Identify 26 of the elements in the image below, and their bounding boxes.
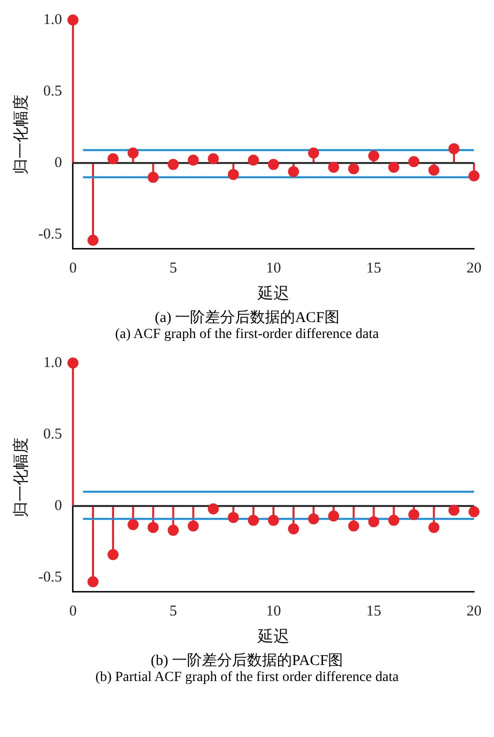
x-tick-label: 20 xyxy=(466,260,482,277)
y-tick-label: 1.0 xyxy=(43,12,62,28)
y-tick-label: 0.5 xyxy=(43,83,62,100)
y-tick-label: 0 xyxy=(54,498,62,514)
x-tick-label: 10 xyxy=(266,260,281,277)
x-tick-label: 5 xyxy=(169,604,177,620)
x-tick-label: 10 xyxy=(266,604,281,620)
y-axis-title: 归一化幅度 xyxy=(12,94,30,174)
x-tick-label: 20 xyxy=(466,604,482,620)
x-tick-label: 0 xyxy=(69,604,77,620)
y-tick-label: 1.0 xyxy=(43,354,62,371)
y-tick-label: -0.5 xyxy=(38,226,62,242)
y-tick-label: -0.5 xyxy=(38,569,62,586)
text: (b) 一阶差分后数据的PACF图 xyxy=(150,652,344,670)
x-tick-label: 15 xyxy=(366,604,382,620)
y-tick-label: 0.5 xyxy=(43,426,62,442)
y-tick-label: 0 xyxy=(54,154,62,171)
x-tick-label: 5 xyxy=(169,260,177,277)
text: (a) ACF graph of the first-order difference data xyxy=(114,327,380,343)
x-axis-title: 延迟 xyxy=(256,284,290,303)
x-tick-label: 0 xyxy=(69,260,77,277)
y-axis-title: 归一化幅度 xyxy=(12,437,30,518)
text: (a) 一阶差分后数据的ACF图 xyxy=(154,308,340,327)
text: (b) Partial ACF graph of the first order difference data xyxy=(94,670,400,686)
x-axis-title: 延迟 xyxy=(256,628,290,646)
x-tick-label: 15 xyxy=(366,260,382,277)
